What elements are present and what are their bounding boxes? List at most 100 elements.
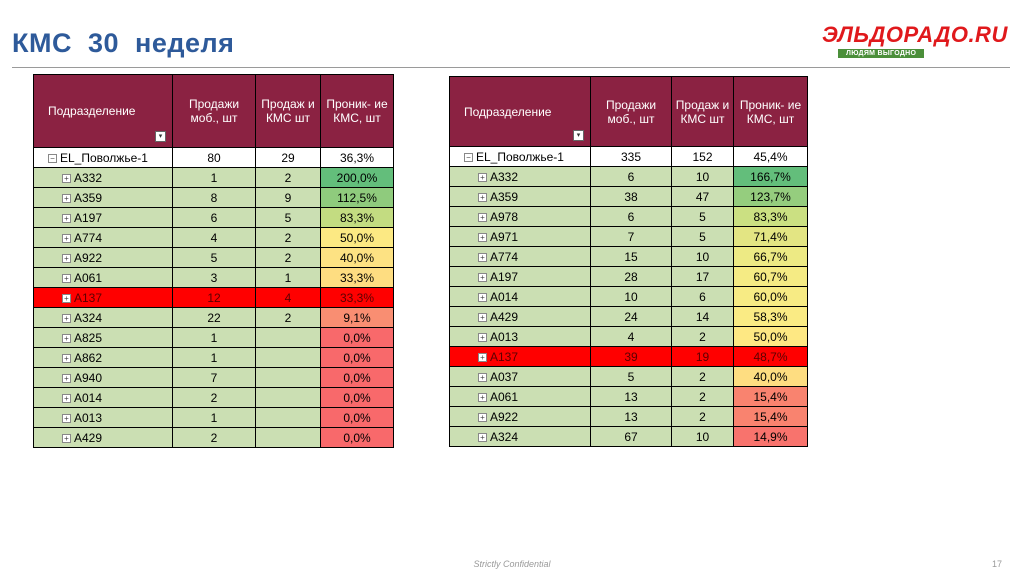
expand-icon[interactable]: + (62, 333, 71, 343)
row-name-cell[interactable]: + A971 (449, 226, 591, 247)
expand-icon[interactable]: + (478, 352, 487, 362)
table-row[interactable]: + A137 39 19 48,7% (449, 346, 808, 367)
expand-icon[interactable]: + (62, 253, 71, 263)
row-name-cell[interactable]: + A324 (449, 426, 591, 447)
row-name-cell[interactable]: + A014 (449, 286, 591, 307)
row-name-cell[interactable]: + A013 (449, 326, 591, 347)
penetration-value-cell: 200,0% (320, 167, 394, 188)
row-name-cell[interactable]: + A940 (33, 367, 173, 388)
row-name-cell[interactable]: + A774 (449, 246, 591, 267)
expand-icon[interactable]: + (62, 413, 71, 423)
table-row[interactable]: + A013 1 0,0% (33, 407, 394, 428)
expand-icon[interactable]: + (478, 372, 487, 382)
row-name-cell[interactable]: + A825 (33, 327, 173, 348)
row-name-cell[interactable]: + A137 (449, 346, 591, 367)
expand-icon[interactable]: + (478, 312, 487, 322)
table-row[interactable]: + A825 1 0,0% (33, 327, 394, 348)
table-row[interactable]: + A429 24 14 58,3% (449, 306, 808, 327)
row-name-cell[interactable]: + A137 (33, 287, 173, 308)
row-name-cell[interactable]: + A978 (449, 206, 591, 227)
filter-icon[interactable]: ▾ (155, 131, 166, 142)
row-name-cell[interactable]: + A774 (33, 227, 173, 248)
row-name-cell[interactable]: + A197 (33, 207, 173, 228)
table-total-row[interactable]: − EL_Поволжье-1 80 29 36,3% (33, 147, 394, 168)
row-name-cell[interactable]: + A922 (449, 406, 591, 427)
table-row[interactable]: + A971 7 5 71,4% (449, 226, 808, 247)
collapse-icon[interactable]: − (48, 153, 57, 163)
table-row[interactable]: + A014 10 6 60,0% (449, 286, 808, 307)
table-row[interactable]: + A013 4 2 50,0% (449, 326, 808, 347)
row-name-cell[interactable]: + A332 (449, 166, 591, 187)
row-name-cell[interactable]: + A332 (33, 167, 173, 188)
table-total-row[interactable]: − EL_Поволжье-1 335 152 45,4% (449, 146, 808, 167)
expand-icon[interactable]: + (478, 432, 487, 442)
table-row[interactable]: + A332 6 10 166,7% (449, 166, 808, 187)
row-name-cell[interactable]: + A922 (33, 247, 173, 268)
expand-icon[interactable]: + (478, 412, 487, 422)
table-row[interactable]: + A324 67 10 14,9% (449, 426, 808, 447)
table-row[interactable]: + A774 4 2 50,0% (33, 227, 394, 248)
expand-icon[interactable]: + (62, 213, 71, 223)
expand-icon[interactable]: + (62, 393, 71, 403)
expand-icon[interactable]: + (478, 252, 487, 262)
expand-icon[interactable]: + (62, 433, 71, 443)
table-row[interactable]: + A862 1 0,0% (33, 347, 394, 368)
table-row[interactable]: + A197 28 17 60,7% (449, 266, 808, 287)
table-row[interactable]: + A922 13 2 15,4% (449, 406, 808, 427)
header-division[interactable]: Подразделение ▾ (449, 76, 591, 147)
expand-icon[interactable]: + (62, 273, 71, 283)
row-name-cell[interactable]: + A037 (449, 366, 591, 387)
row-name-cell[interactable]: + A429 (33, 427, 173, 448)
expand-icon[interactable]: + (62, 293, 71, 303)
expand-icon[interactable]: + (478, 272, 487, 282)
row-name: A359 (74, 190, 103, 205)
table-row[interactable]: + A359 38 47 123,7% (449, 186, 808, 207)
row-name-cell[interactable]: + A324 (33, 307, 173, 328)
table-row[interactable]: + A332 1 2 200,0% (33, 167, 394, 188)
page-title: КМС 30 неделя (12, 28, 235, 58)
table-row[interactable]: + A429 2 0,0% (33, 427, 394, 448)
table-row[interactable]: + A774 15 10 66,7% (449, 246, 808, 267)
row-name-cell[interactable]: + A061 (449, 386, 591, 407)
filter-icon[interactable]: ▾ (573, 130, 584, 141)
expand-icon[interactable]: + (478, 172, 487, 182)
row-name-cell[interactable]: + A014 (33, 387, 173, 408)
expand-icon[interactable]: + (478, 212, 487, 222)
table-row[interactable]: + A061 13 2 15,4% (449, 386, 808, 407)
table-row[interactable]: + A137 12 4 33,3% (33, 287, 394, 308)
page-number: 17 (991, 559, 1002, 569)
row-name-cell[interactable]: + A061 (33, 267, 173, 288)
expand-icon[interactable]: + (62, 373, 71, 383)
table-row[interactable]: + A197 6 5 83,3% (33, 207, 394, 228)
table-row[interactable]: + A978 6 5 83,3% (449, 206, 808, 227)
row-name: A061 (490, 389, 519, 404)
expand-icon[interactable]: + (478, 392, 487, 402)
table-row[interactable]: + A014 2 0,0% (33, 387, 394, 408)
header-division[interactable]: Подразделение ▾ (33, 74, 173, 148)
row-name-cell[interactable]: + A197 (449, 266, 591, 287)
row-name-cell[interactable]: + A862 (33, 347, 173, 368)
expand-icon[interactable]: + (62, 233, 71, 243)
expand-icon[interactable]: + (62, 173, 71, 183)
table-row[interactable]: + A922 5 2 40,0% (33, 247, 394, 268)
table-row[interactable]: + A359 8 9 112,5% (33, 187, 394, 208)
expand-icon[interactable]: + (62, 193, 71, 203)
row-name-cell[interactable]: + A013 (33, 407, 173, 428)
table-row[interactable]: + A037 5 2 40,0% (449, 366, 808, 387)
row-name-cell[interactable]: − EL_Поволжье-1 (449, 146, 591, 167)
row-name: A978 (490, 209, 519, 224)
row-name-cell[interactable]: + A429 (449, 306, 591, 327)
expand-icon[interactable]: + (478, 292, 487, 302)
expand-icon[interactable]: + (62, 353, 71, 363)
expand-icon[interactable]: + (478, 192, 487, 202)
row-name-cell[interactable]: + A359 (33, 187, 173, 208)
table-row[interactable]: + A324 22 2 9,1% (33, 307, 394, 328)
expand-icon[interactable]: + (478, 232, 487, 242)
table-row[interactable]: + A061 3 1 33,3% (33, 267, 394, 288)
collapse-icon[interactable]: − (464, 152, 473, 162)
expand-icon[interactable]: + (62, 313, 71, 323)
table-row[interactable]: + A940 7 0,0% (33, 367, 394, 388)
row-name-cell[interactable]: − EL_Поволжье-1 (33, 147, 173, 168)
row-name-cell[interactable]: + A359 (449, 186, 591, 207)
expand-icon[interactable]: + (478, 332, 487, 342)
